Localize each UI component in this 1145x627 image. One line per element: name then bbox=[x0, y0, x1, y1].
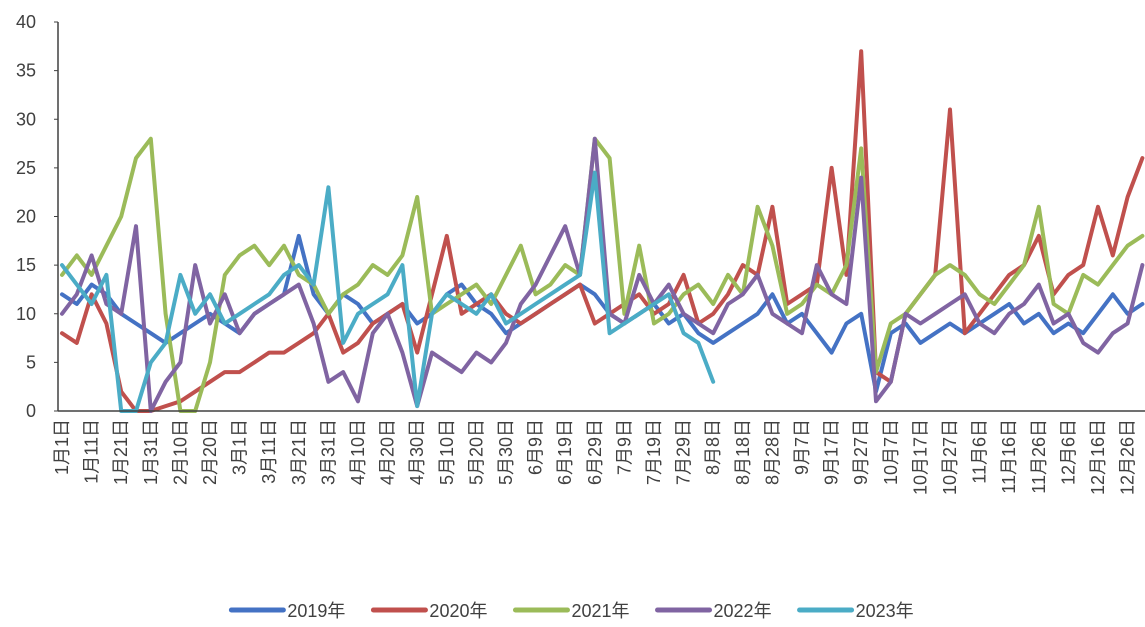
y-tick-label: 40 bbox=[16, 12, 36, 32]
x-tick-label: 11月6日 bbox=[970, 419, 990, 484]
legend-label: 2020年 bbox=[429, 601, 487, 621]
x-tick-label: 5月10日 bbox=[437, 419, 457, 485]
series-line bbox=[60, 136, 1145, 413]
x-tick-label: 7月9日 bbox=[614, 419, 634, 475]
y-tick-label: 30 bbox=[16, 109, 36, 129]
series-line bbox=[60, 136, 1145, 413]
x-tick-label: 3月11日 bbox=[259, 419, 279, 484]
x-tick-label: 6月29日 bbox=[585, 419, 605, 485]
x-tick-label: 10月27日 bbox=[940, 419, 960, 495]
y-tick-label: 10 bbox=[16, 304, 36, 324]
x-tick-label: 4月20日 bbox=[378, 419, 398, 485]
x-tick-label: 3月31日 bbox=[318, 419, 338, 485]
legend-label: 2022年 bbox=[714, 601, 772, 621]
x-tick-label: 1月31日 bbox=[141, 419, 161, 485]
series-line bbox=[60, 170, 716, 413]
x-tick-label: 6月9日 bbox=[526, 419, 546, 475]
y-tick-label: 15 bbox=[16, 255, 36, 275]
y-tick-label: 35 bbox=[16, 61, 36, 81]
x-tick-label: 4月30日 bbox=[407, 419, 427, 485]
x-tick-label: 8月18日 bbox=[733, 419, 753, 485]
x-tick-label: 10月7日 bbox=[881, 419, 901, 485]
x-tick-label: 11月26日 bbox=[1029, 419, 1049, 494]
x-tick-label: 1月21日 bbox=[111, 419, 131, 485]
x-tick-label: 9月17日 bbox=[822, 419, 842, 485]
x-tick-label: 2月10日 bbox=[170, 419, 190, 485]
y-tick-label: 25 bbox=[16, 158, 36, 178]
x-tick-label: 3月1日 bbox=[230, 419, 250, 475]
x-tick-label: 12月26日 bbox=[1118, 419, 1138, 495]
x-tick-label: 1月1日 bbox=[52, 419, 72, 475]
x-tick-label: 6月19日 bbox=[555, 419, 575, 485]
x-tick-label: 2月20日 bbox=[200, 419, 220, 485]
x-tick-label: 8月28日 bbox=[762, 419, 782, 485]
x-tick-label: 12月6日 bbox=[1058, 419, 1078, 485]
legend-label: 2023年 bbox=[856, 601, 914, 621]
legend: 2019年 2020年 2021年 2022年 2023年 bbox=[228, 601, 914, 621]
x-tick-label: 9月7日 bbox=[792, 419, 812, 475]
x-tick-label: 4月10日 bbox=[348, 419, 368, 485]
x-tick-label: 8月8日 bbox=[703, 419, 723, 475]
x-tick-label: 3月21日 bbox=[289, 419, 309, 485]
x-tick-label: 7月29日 bbox=[674, 419, 694, 485]
y-tick-label: 20 bbox=[16, 207, 36, 227]
x-tick-label: 11月16日 bbox=[999, 419, 1019, 494]
x-tick-label: 12月16日 bbox=[1088, 419, 1108, 495]
x-tick-label: 10月17日 bbox=[910, 419, 930, 495]
legend-label: 2019年 bbox=[287, 601, 345, 621]
x-tick-label: 7月19日 bbox=[644, 419, 664, 485]
y-tick-label: 0 bbox=[26, 401, 36, 421]
x-tick-label: 5月30日 bbox=[496, 419, 516, 485]
y-tick-label: 5 bbox=[26, 352, 36, 372]
x-tick-label: 5月20日 bbox=[466, 419, 486, 485]
x-tick-label: 9月27日 bbox=[851, 419, 871, 485]
x-tick-label: 1月11日 bbox=[82, 419, 102, 484]
legend-label: 2021年 bbox=[571, 601, 629, 621]
